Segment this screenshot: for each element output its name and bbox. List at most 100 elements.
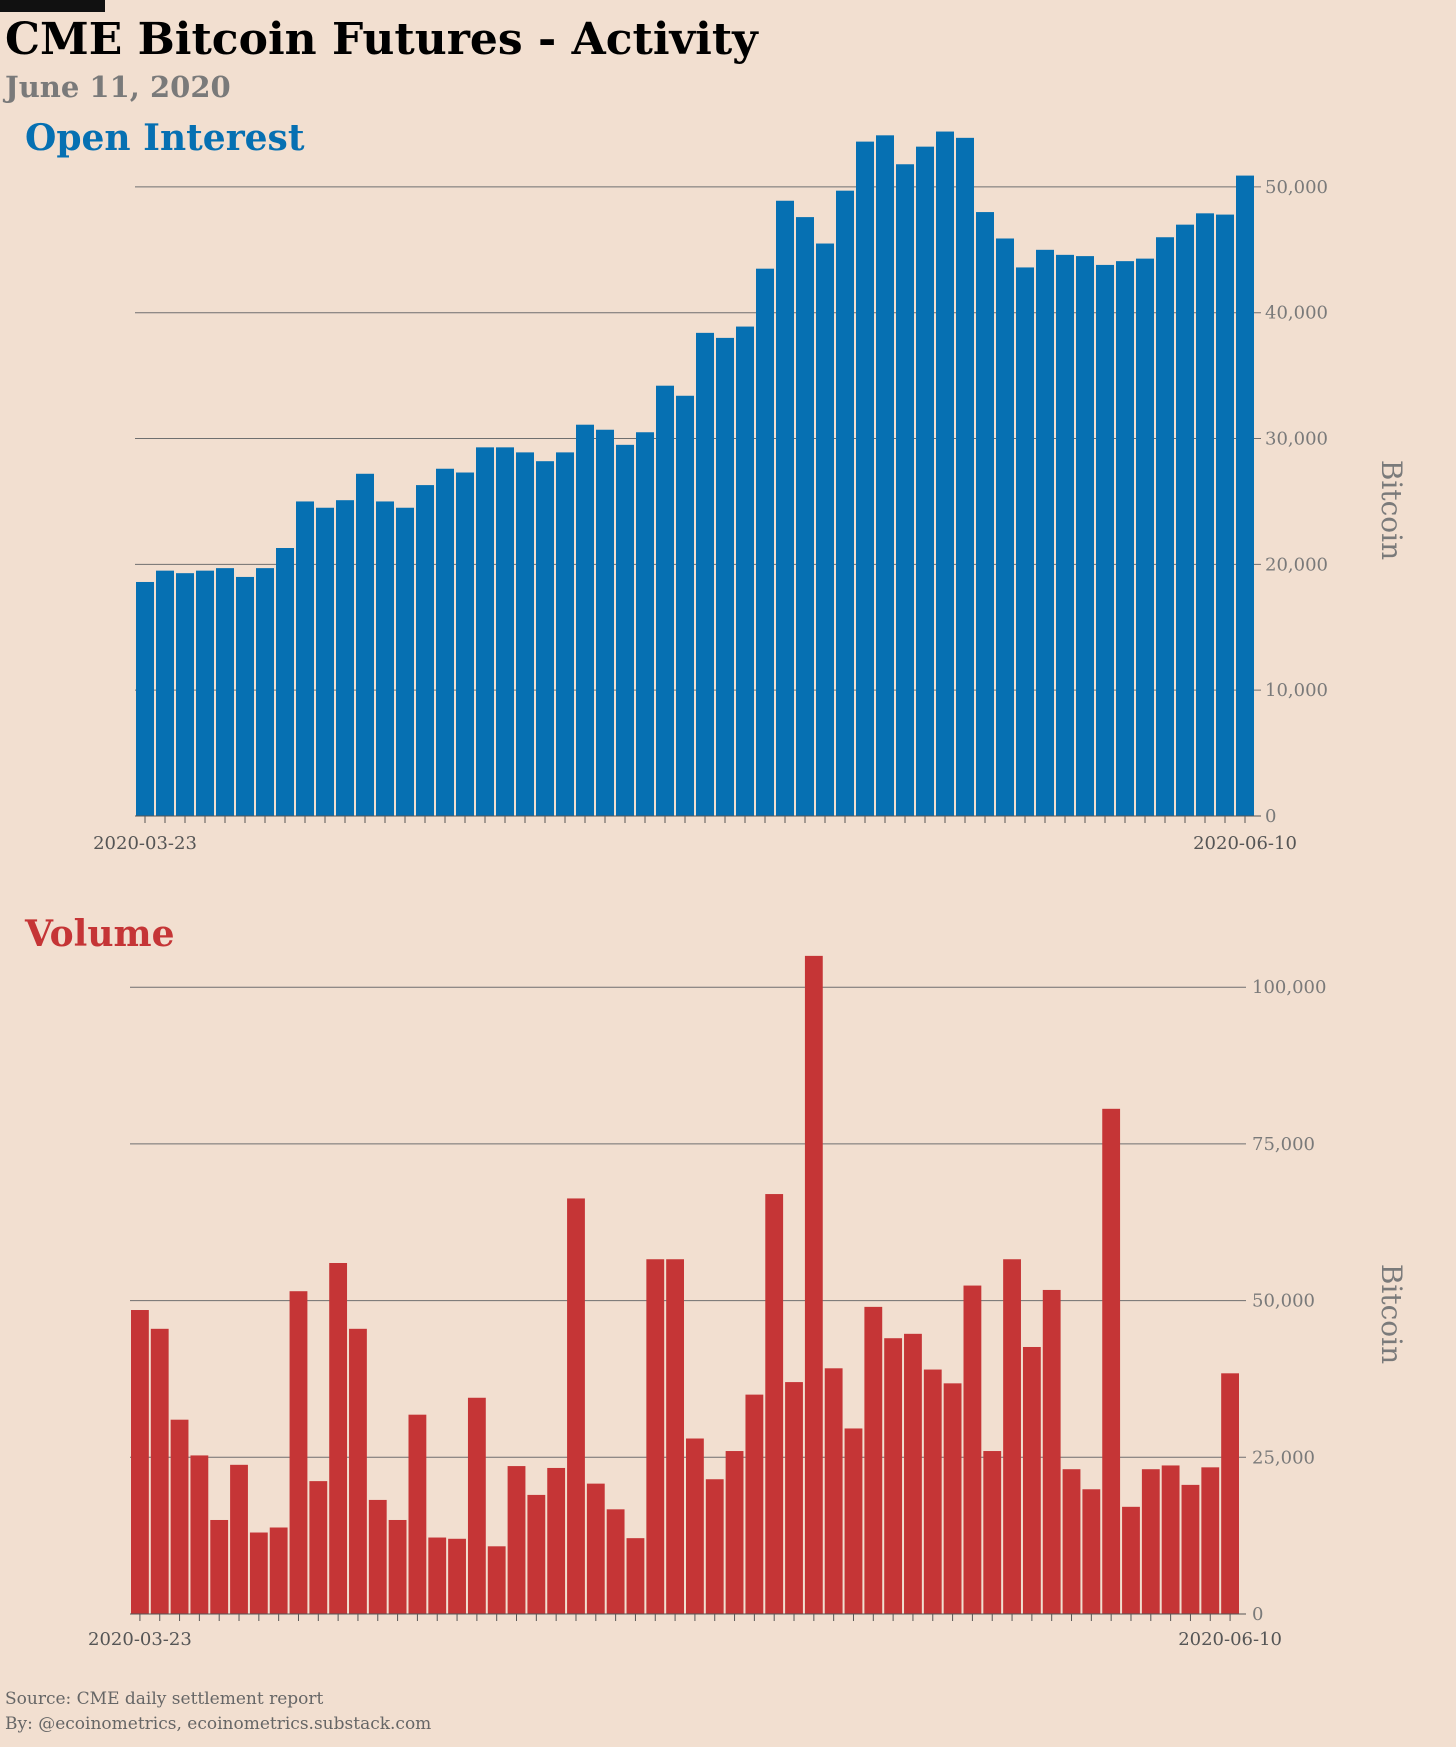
bar-vol [309, 1481, 328, 1614]
bar-vol [864, 1306, 883, 1614]
bar-oi [936, 131, 954, 817]
bar-vol [844, 1428, 863, 1614]
chart-oi: Open Interest 0 10,000 20,000 30,000 40,000 50… [25, 117, 1408, 854]
bar-vol [1022, 1346, 1041, 1614]
ytick-label-oi: 10,000 [1265, 680, 1328, 701]
bar-oi [776, 200, 794, 816]
bar-oi [596, 429, 614, 816]
bar-oi [496, 447, 514, 816]
bar-vol [765, 1194, 784, 1614]
bar-vol [1003, 1259, 1021, 1614]
bar-vol [368, 1499, 387, 1614]
bar-vol [586, 1483, 605, 1614]
bar-oi [656, 385, 674, 816]
bar-oi [1136, 258, 1154, 816]
xtick-label-start-vol: 2020-03-23 [88, 1629, 192, 1650]
bar-vol [705, 1479, 724, 1614]
bar-vol [606, 1509, 625, 1614]
bar-oi [796, 217, 814, 816]
bar-vol [230, 1464, 248, 1614]
bar-vol [269, 1527, 288, 1614]
bar-vol [388, 1519, 407, 1614]
bar-vol [170, 1419, 189, 1614]
bar-vol [1062, 1469, 1081, 1614]
bar-vol [646, 1259, 665, 1614]
bar-oi [696, 332, 714, 816]
chart-title-oi: Open Interest [25, 117, 305, 159]
bar-vol [1201, 1467, 1220, 1614]
bar-vol [150, 1328, 169, 1614]
bar-oi [756, 268, 774, 816]
bar-oi [736, 326, 754, 816]
bar-vol [686, 1438, 704, 1614]
bar-oi [1096, 264, 1114, 816]
bar-oi [296, 501, 314, 816]
bar-oi [476, 447, 494, 816]
bar-oi [416, 485, 434, 816]
bar-oi [1116, 261, 1134, 816]
bar-oi [856, 141, 874, 816]
bar-vol [785, 1382, 803, 1614]
bar-oi [376, 501, 394, 816]
ytick-label-vol: 100,000 [1252, 977, 1326, 998]
bar-vol [666, 1259, 684, 1614]
bar-oi [716, 337, 734, 816]
ytick-label-vol: 0 [1252, 1604, 1263, 1625]
ytick-label-oi: 50,000 [1265, 177, 1328, 198]
bar-oi [1036, 249, 1054, 816]
bar-oi [876, 135, 894, 817]
ytick-label-oi: 0 [1265, 806, 1276, 827]
bar-vol [904, 1333, 922, 1614]
bar-oi [136, 581, 154, 816]
ytick-label-vol: 25,000 [1252, 1447, 1315, 1468]
bar-oi [216, 568, 234, 816]
bar-vol [507, 1466, 526, 1614]
xtick-label-end-vol: 2020-06-10 [1178, 1629, 1282, 1650]
bar-oi [1196, 213, 1214, 816]
bar-vol [131, 1310, 149, 1614]
bar-oi [896, 164, 914, 816]
bar-oi [336, 500, 354, 816]
bar-oi [576, 424, 594, 816]
bar-oi [956, 137, 974, 817]
chart-title-vol: Volume [24, 913, 174, 955]
bar-oi [536, 461, 554, 816]
bar-oi [616, 444, 634, 816]
bar-oi [1016, 267, 1034, 816]
bar-vol [1042, 1289, 1061, 1614]
bar-vol [1221, 1373, 1239, 1614]
bar-vol [467, 1397, 486, 1614]
bar-vol [329, 1263, 348, 1614]
ytick-label-oi: 20,000 [1265, 554, 1328, 575]
bar-oi [1236, 175, 1254, 816]
bar-vol [963, 1285, 982, 1614]
bar-oi [1156, 237, 1174, 817]
bar-vol [1161, 1465, 1180, 1614]
ytick-label-oi: 30,000 [1265, 429, 1328, 450]
bar-vol [1102, 1108, 1121, 1614]
bar-oi [396, 507, 414, 816]
bar-vol [190, 1455, 209, 1614]
xtick-label-start-oi: 2020-03-23 [93, 833, 197, 854]
bar-oi [156, 570, 174, 816]
bar-oi [1076, 256, 1094, 816]
bar-oi [1216, 214, 1234, 816]
bar-oi [236, 576, 254, 816]
bar-oi [1176, 224, 1194, 816]
bar-vol [527, 1494, 546, 1614]
bar-vol [249, 1532, 268, 1614]
bar-oi [356, 473, 374, 816]
bar-vol [448, 1538, 466, 1614]
footer-source: Source: CME daily settlement report [5, 1689, 324, 1709]
bar-vol [547, 1467, 566, 1614]
bar-vol [428, 1537, 447, 1614]
bar-vol [567, 1198, 585, 1614]
bar-oi [976, 212, 994, 816]
bar-oi [196, 570, 214, 816]
bar-oi [916, 146, 934, 816]
page-title: CME Bitcoin Futures - Activity [5, 14, 758, 65]
bar-oi [1056, 254, 1074, 817]
ytick-label-oi: 40,000 [1265, 303, 1328, 324]
bar-vol [884, 1338, 903, 1614]
